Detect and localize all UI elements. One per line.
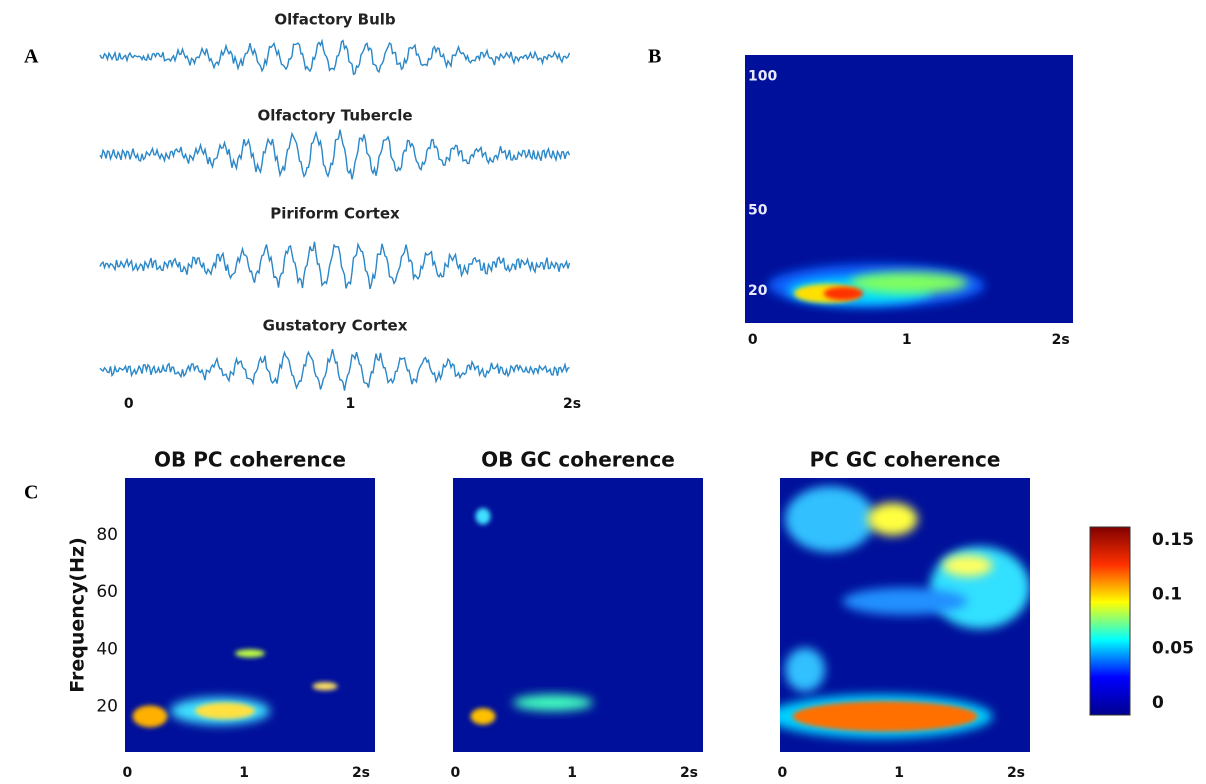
y-tick-label: 80 (96, 525, 118, 545)
blob (785, 647, 825, 692)
trace (99, 348, 570, 391)
blob (792, 701, 978, 732)
x-tick-label: 0 (777, 765, 787, 781)
y-axis-label: Frequency(Hz) (67, 537, 89, 693)
x-tick-label: 2s (1052, 332, 1070, 348)
panel-label: B (648, 46, 661, 68)
trace-title: Gustatory Cortex (263, 317, 408, 335)
x-tick-label: 2s (563, 396, 581, 412)
blob (195, 702, 255, 720)
y-tick-label: 20 (96, 696, 118, 716)
trace-title: Olfactory Bulb (274, 11, 396, 29)
x-tick-label: 1 (894, 765, 904, 781)
y-tick-label: 20 (748, 283, 768, 299)
x-tick-label: 1 (239, 765, 249, 781)
colorbar-tick-label: 0.15 (1152, 530, 1194, 550)
trace (99, 129, 571, 180)
y-tick-label: 60 (96, 582, 118, 602)
blob (785, 486, 875, 552)
blob (513, 694, 593, 711)
colorbar-tick-label: 0.05 (1152, 639, 1194, 659)
x-tick-label: 2s (352, 765, 370, 781)
x-tick-label: 1 (346, 396, 356, 412)
trace-title: Piriform Cortex (270, 205, 400, 223)
blob (849, 272, 969, 294)
heatmap-blobs (780, 486, 1030, 739)
trace (99, 241, 571, 290)
blob (942, 554, 993, 577)
trace (99, 38, 571, 76)
y-tick-label: 50 (748, 202, 768, 218)
trace-title: Olfactory Tubercle (257, 107, 412, 125)
heatmap-blobs (132, 649, 338, 728)
panel-label: C (24, 482, 38, 504)
y-tick-label: 40 (96, 639, 118, 659)
plot-title: PC GC coherence (810, 448, 1001, 472)
heatmap (453, 478, 703, 752)
heatmap-blobs (470, 508, 593, 725)
x-tick-label: 0 (748, 332, 758, 348)
blob (312, 682, 338, 691)
x-tick-label: 1 (902, 332, 912, 348)
blob (842, 587, 968, 615)
x-tick-label: 0 (450, 765, 460, 781)
heatmap-blobs (767, 264, 985, 307)
blob (470, 708, 496, 725)
x-tick-label: 2s (680, 765, 698, 781)
blob (867, 502, 918, 536)
y-tick-label: 100 (748, 68, 777, 84)
x-tick-label: 0 (124, 396, 134, 412)
heatmap (745, 55, 1073, 323)
heatmap (780, 478, 1030, 752)
heatmap (125, 478, 375, 752)
colorbar-tick-label: 0.1 (1152, 584, 1182, 604)
blob (475, 508, 491, 525)
x-tick-label: 2s (1007, 765, 1025, 781)
colorbar-tick-label: 0 (1152, 693, 1164, 713)
panel-label: A (24, 46, 39, 68)
blob (823, 286, 864, 301)
colorbar (1089, 526, 1131, 716)
plot-title: OB GC coherence (481, 448, 675, 472)
blob (235, 649, 265, 658)
x-tick-label: 1 (567, 765, 577, 781)
blob (132, 705, 168, 728)
x-tick-label: 0 (122, 765, 132, 781)
plot-title: OB PC coherence (154, 448, 346, 472)
